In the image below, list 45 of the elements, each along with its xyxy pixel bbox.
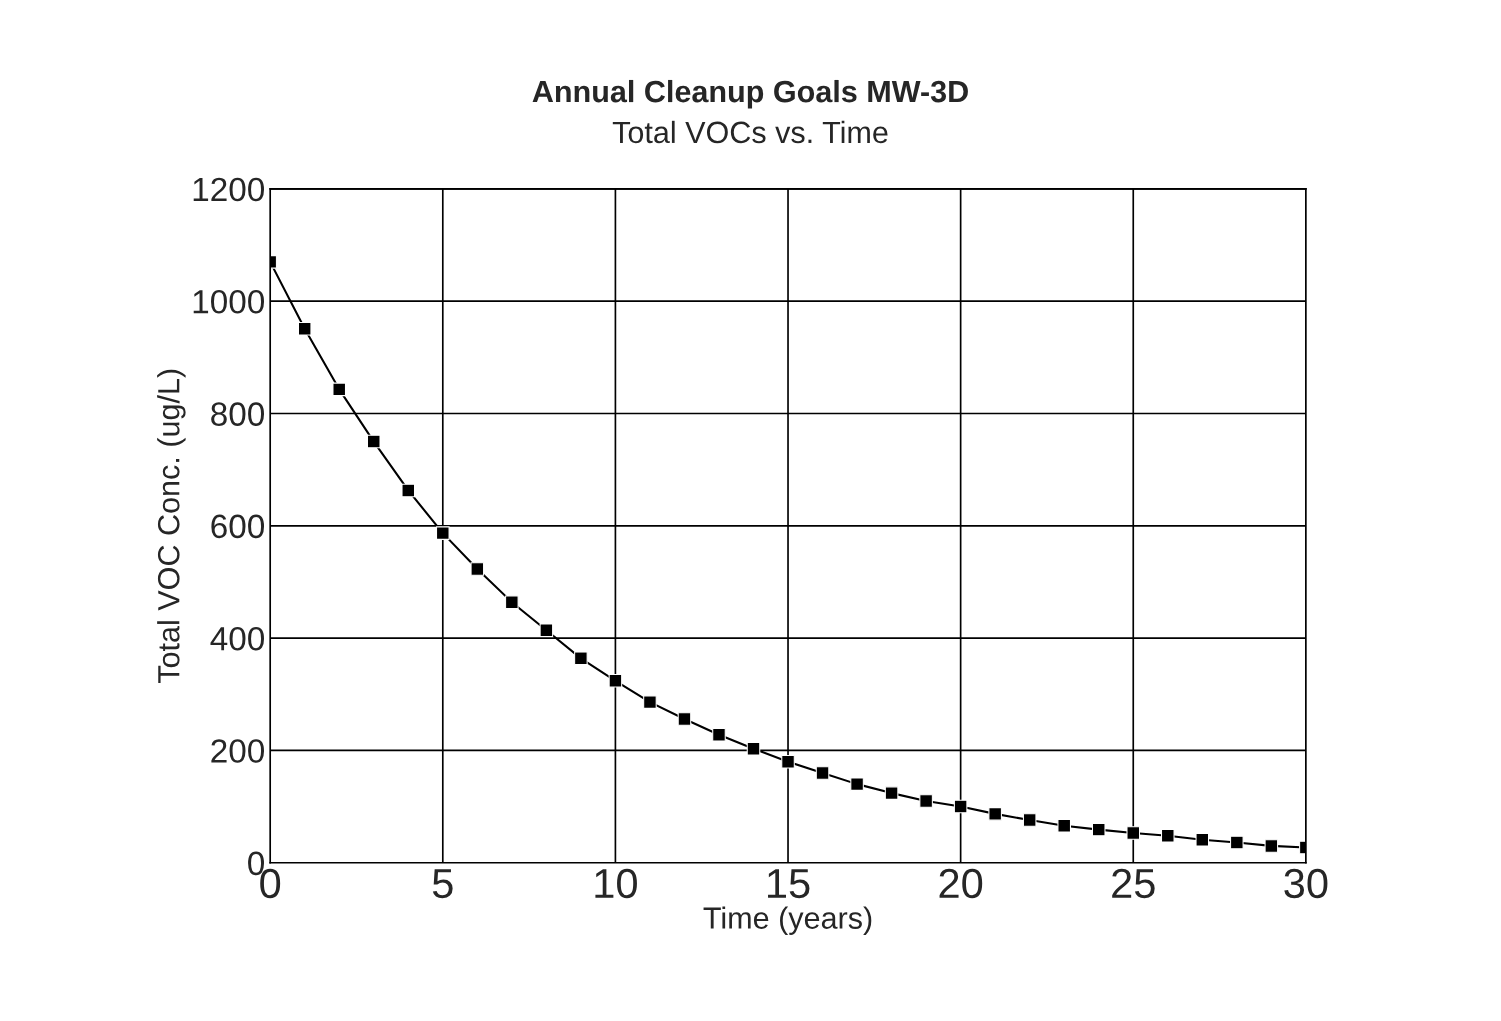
point: [677, 712, 692, 726]
y-axis-title: Total VOC Conc. (ug/L): [157, 369, 186, 684]
point: [953, 799, 968, 814]
point: [574, 651, 588, 666]
x-tick-label: 5: [432, 869, 453, 899]
chart-title: Annual Cleanup Goals MW-3D: [532, 79, 968, 109]
point: [297, 321, 312, 336]
y-tick-label: 600: [211, 514, 265, 539]
point: [608, 674, 623, 688]
point: [505, 595, 519, 609]
point: [850, 777, 864, 791]
point: [1022, 813, 1037, 827]
point: [470, 562, 485, 576]
point: [988, 807, 1002, 821]
point: [1264, 839, 1279, 853]
y-tick-label: 800: [211, 402, 265, 426]
y-tick-label: 1000: [193, 290, 265, 314]
x-tick-label: 15: [768, 869, 810, 899]
point: [1057, 818, 1071, 833]
point: [1161, 829, 1175, 843]
y-tick-label: 400: [210, 626, 265, 651]
point: [643, 695, 657, 709]
x-tick-label: 25: [1112, 868, 1155, 899]
point: [332, 382, 346, 397]
point: [781, 754, 795, 769]
point: [1195, 832, 1210, 847]
point: [366, 434, 381, 449]
point: [1126, 826, 1141, 840]
x-tick-label: 10: [595, 868, 637, 899]
point: [884, 786, 899, 800]
point: [746, 741, 761, 756]
point: [815, 766, 830, 780]
point: [1230, 835, 1244, 850]
point: [539, 623, 554, 638]
point: [436, 526, 450, 540]
point: [401, 483, 416, 498]
x-axis-title: Time (years): [703, 906, 872, 935]
point: [919, 794, 933, 808]
point: [712, 727, 726, 742]
chart-subtitle: Total VOCs vs. Time: [612, 120, 888, 144]
x-tick-label: 20: [939, 868, 983, 899]
point: [1091, 822, 1106, 837]
x-tick-label: 30: [1284, 868, 1328, 899]
y-tick-label: 1200: [193, 177, 265, 202]
y-tick-label: 200: [211, 739, 265, 763]
